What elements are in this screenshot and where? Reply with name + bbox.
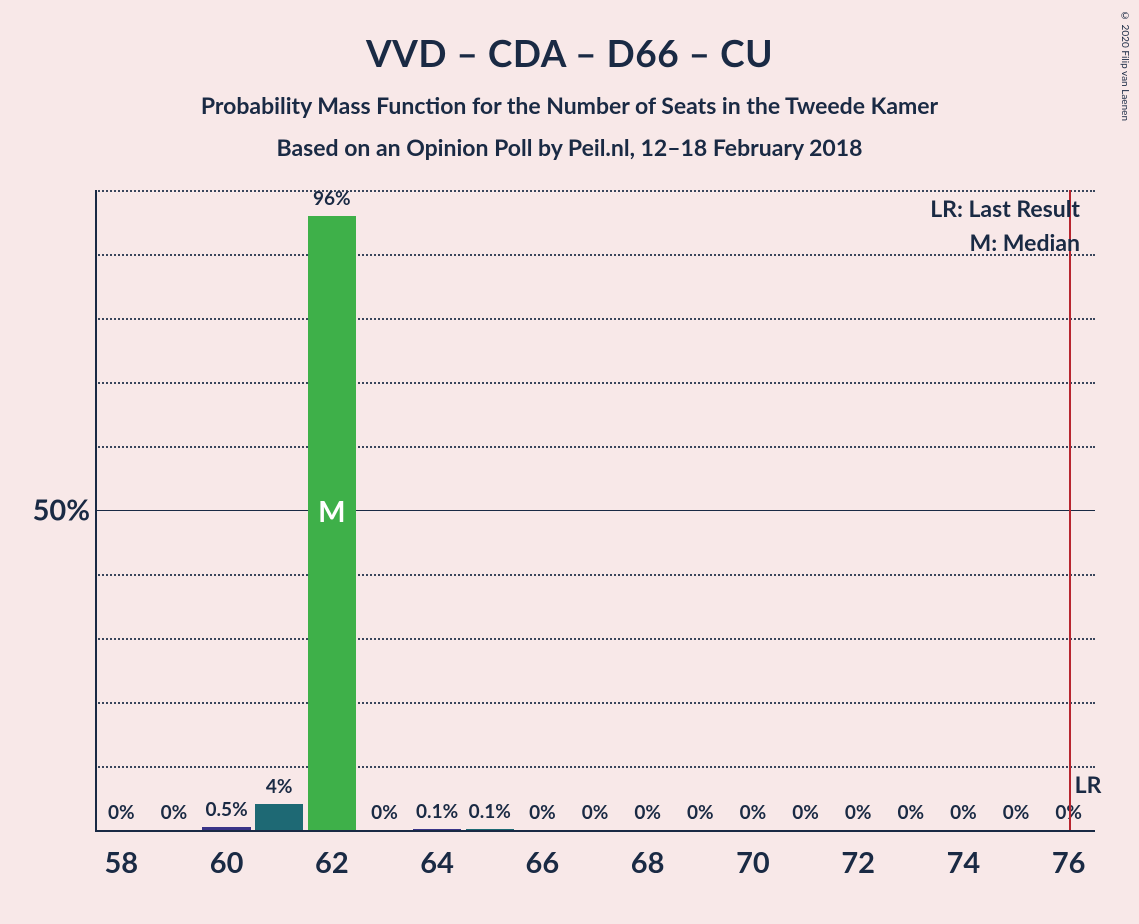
x-tick-label: 64 [420, 845, 454, 880]
bar [255, 804, 303, 830]
chart-subtitle: Probability Mass Function for the Number… [0, 75, 1139, 119]
bar-value-label: 0% [108, 801, 135, 824]
gridline [95, 574, 1095, 576]
last-result-line [1069, 190, 1071, 830]
median-marker: M [318, 494, 345, 529]
bar-value-label: 0.1% [469, 800, 511, 823]
bar-value-label: 0% [897, 801, 924, 824]
gridline [95, 510, 1095, 511]
bar-value-label: 0% [792, 801, 819, 824]
bar-value-label: 0% [371, 801, 398, 824]
plot-area: 0% 0% 0.5% 4% 96% M 0% 0.1% 0.1% 0% 0% 0% 0% 0% 0% 0% 0%… [95, 190, 1095, 830]
gridline [95, 382, 1095, 384]
bar-value-label: 0% [687, 801, 714, 824]
bar-value-label: 0% [740, 801, 767, 824]
x-tick-label: 74 [947, 845, 981, 880]
bar-value-label: 0% [582, 801, 609, 824]
copyright-text: © 2020 Filip van Laenen [1119, 10, 1131, 121]
x-tick-label: 66 [526, 845, 560, 880]
legend-median: M: Median [970, 228, 1080, 256]
bar-value-label: 0% [161, 801, 188, 824]
x-tick-label: 76 [1052, 845, 1086, 880]
chart-container: © 2020 Filip van Laenen VVD – CDA – D66 … [0, 0, 1139, 924]
bar-value-label: 0% [1003, 801, 1030, 824]
last-result-label: LR [1075, 770, 1102, 798]
bar-value-label: 0% [845, 801, 872, 824]
chart-title: VVD – CDA – D66 – CU [0, 0, 1139, 75]
bar-value-label: 0% [529, 801, 556, 824]
gridline [95, 446, 1095, 448]
chart-subtitle2: Based on an Opinion Poll by Peil.nl, 12–… [0, 119, 1139, 161]
gridline [95, 702, 1095, 704]
bar-value-label: 0.1% [416, 800, 458, 823]
bar-value-label: 4% [266, 775, 293, 798]
x-axis-baseline [95, 830, 1095, 832]
y-axis-label: 50% [33, 493, 90, 528]
gridline [95, 190, 1095, 192]
legend-last-result: LR: Last Result [930, 194, 1080, 222]
bar-value-label: 96% [313, 187, 351, 210]
bar-value-label: 0% [950, 801, 977, 824]
gridline [95, 254, 1095, 256]
bar-value-label: 0.5% [206, 798, 248, 821]
x-tick-label: 72 [841, 845, 875, 880]
x-tick-label: 60 [210, 845, 244, 880]
x-tick-label: 62 [315, 845, 349, 880]
gridline [95, 638, 1095, 640]
x-tick-label: 70 [736, 845, 770, 880]
x-tick-label: 58 [104, 845, 138, 880]
bar-value-label: 0% [634, 801, 661, 824]
gridline [95, 766, 1095, 768]
x-tick-label: 68 [631, 845, 665, 880]
gridline [95, 318, 1095, 320]
